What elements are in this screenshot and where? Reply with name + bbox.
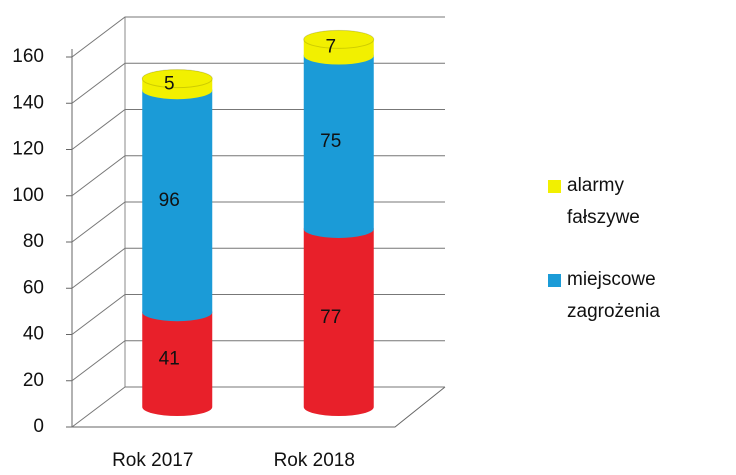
data-label: 96: [159, 190, 180, 211]
y-tick-label: 40: [23, 324, 44, 345]
grid-line: [71, 294, 445, 335]
legend-label: alarmy fałszywe: [567, 175, 640, 228]
y-tick-label: 0: [33, 416, 44, 437]
legend: alarmy fałszywe miejscowe zagrożenia: [548, 170, 728, 358]
data-label: 41: [159, 349, 180, 370]
y-tick-label: 140: [12, 92, 44, 113]
data-label: 75: [320, 131, 341, 152]
y-tick-label: 160: [12, 46, 44, 67]
floor: [72, 386, 446, 428]
data-label: 5: [164, 73, 175, 94]
x-tick-label: Rok 2017: [112, 450, 193, 471]
grid-line: [71, 109, 445, 150]
legend-swatch: [548, 274, 561, 287]
bar-segment: [303, 46, 374, 238]
legend-label: miejscowe zagrożenia: [567, 269, 660, 322]
y-tick-label: 80: [23, 231, 44, 252]
grid-line: [71, 247, 445, 289]
data-label: 7: [325, 36, 336, 57]
legend-swatch: [548, 180, 561, 193]
grid-line: [71, 201, 445, 243]
grid-line: [71, 340, 445, 382]
y-tick-label: 20: [23, 370, 44, 391]
y-tick-label: 120: [12, 139, 44, 160]
data-label: 77: [320, 307, 341, 328]
grid-line: [71, 386, 445, 428]
grid-line: [71, 155, 445, 197]
legend-item: alarmy fałszywe: [548, 170, 728, 234]
legend-item: miejscowe zagrożenia: [548, 264, 728, 328]
bar-cap: [141, 69, 213, 89]
bar-segment: [142, 303, 213, 416]
grid-line: [71, 62, 445, 104]
y-tick-label: 60: [23, 277, 44, 298]
y-tick-label: 100: [12, 185, 44, 206]
grid-line: [71, 16, 445, 58]
x-tick-label: Rok 2018: [274, 450, 355, 471]
bar-segment: [303, 219, 374, 416]
bar-segment: [142, 81, 213, 322]
bar-cap: [303, 29, 375, 49]
